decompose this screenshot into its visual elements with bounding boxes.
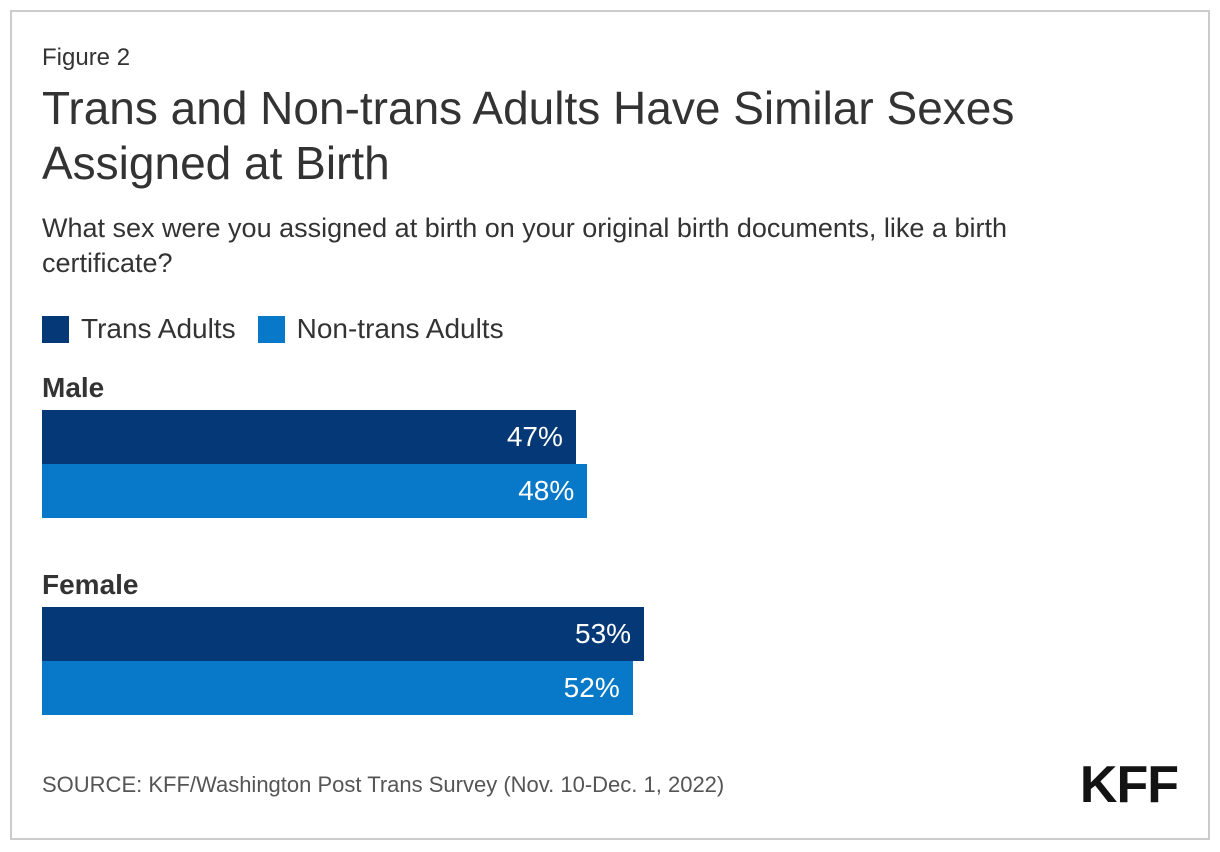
bars-female: 53% 52% (42, 606, 1178, 715)
category-label-male: Male (42, 372, 105, 404)
legend-label-nontrans-adults: Non-trans Adults (296, 313, 504, 345)
source-note: SOURCE: KFF/Washington Post Trans Survey… (42, 771, 725, 797)
bar-value-male-nontrans: 48% (518, 474, 575, 506)
legend-swatch-nontrans-adults (257, 315, 285, 343)
category-label-female: Female (42, 568, 139, 600)
bar-value-male-trans: 47% (506, 420, 563, 452)
bars-male: 47% 48% (42, 409, 1178, 518)
bar-value-female-nontrans: 52% (563, 671, 620, 703)
chart-legend: Trans Adults Non-trans Adults (42, 313, 1178, 345)
bar-value-female-trans: 53% (575, 617, 632, 649)
figure-number-label: Figure 2 (42, 44, 131, 71)
chart-subtitle: What sex were you assigned at birth on y… (42, 213, 1007, 279)
bar-male-nontrans-adults: 48% (42, 463, 588, 518)
bar-female-trans-adults: 53% (42, 606, 645, 661)
bar-group-male: Male 47% 48% (42, 371, 1178, 518)
bar-male-trans-adults: 47% (42, 409, 576, 464)
legend-item-trans-adults: Trans Adults (42, 313, 236, 345)
bar-group-female: Female 53% 52% (42, 568, 1178, 715)
kff-logo: KFF (1079, 755, 1179, 814)
legend-label-trans-adults: Trans Adults (81, 313, 236, 345)
legend-swatch-trans-adults (42, 315, 69, 343)
legend-item-nontrans-adults: Non-trans Adults (257, 313, 504, 345)
bar-female-nontrans-adults: 52% (42, 660, 633, 715)
figure-footer: SOURCE: KFF/Washington Post Trans Survey… (42, 755, 1179, 814)
figure-frame: Figure 2 Trans and Non-trans Adults Have… (10, 10, 1210, 840)
chart-title: Trans and Non-trans Adults Have Similar … (42, 81, 1015, 189)
